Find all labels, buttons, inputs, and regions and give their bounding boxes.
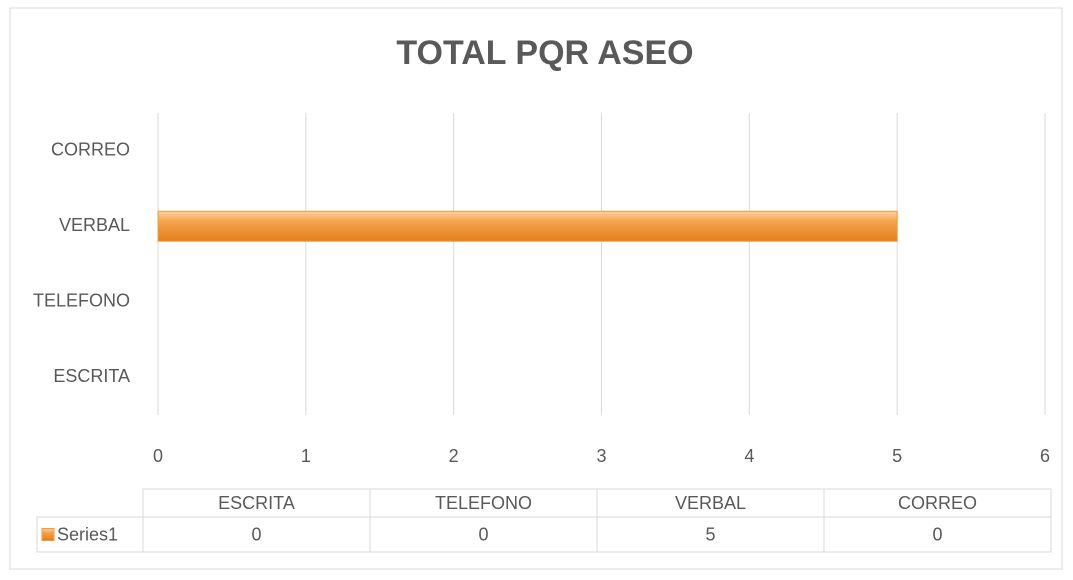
x-tick-label: 1 <box>301 446 311 466</box>
bar <box>157 210 898 242</box>
x-tick-label: 0 <box>153 446 163 466</box>
legend-label: Series1 <box>57 524 118 544</box>
table-header: ESCRITA <box>218 493 295 513</box>
table-header: CORREO <box>898 493 977 513</box>
x-tick-label: 6 <box>1040 446 1050 466</box>
y-tick-label: CORREO <box>51 140 130 160</box>
table-value: 0 <box>251 524 261 544</box>
table-cell <box>823 488 1052 553</box>
chart-border <box>9 7 1063 570</box>
x-tick-label: 2 <box>449 446 459 466</box>
table-value: 5 <box>705 524 715 544</box>
legend-swatch <box>41 528 55 541</box>
y-tick-label: ESCRITA <box>53 366 130 386</box>
x-tick-label: 5 <box>892 446 902 466</box>
y-tick-label: VERBAL <box>59 215 130 235</box>
table-value: 0 <box>932 524 942 544</box>
table-value: 0 <box>478 524 488 544</box>
table-header: TELEFONO <box>435 493 532 513</box>
table-header: VERBAL <box>675 493 746 513</box>
chart-title: TOTAL PQR ASEO <box>396 34 693 72</box>
y-tick-label: TELEFONO <box>33 291 130 311</box>
table-cell <box>36 516 144 553</box>
x-tick-label: 3 <box>596 446 606 466</box>
x-tick-label: 4 <box>744 446 754 466</box>
